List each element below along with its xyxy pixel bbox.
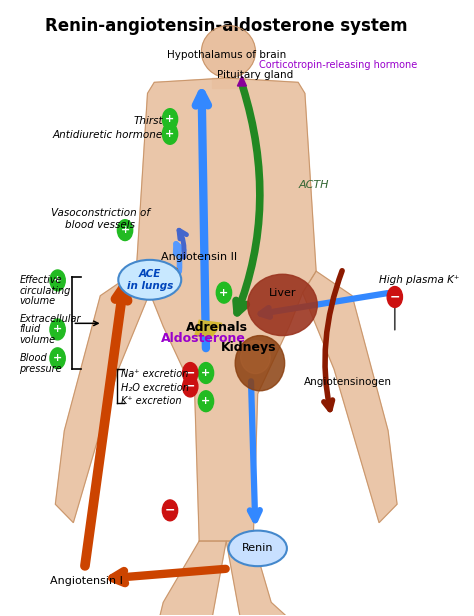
Text: +: + [201, 396, 210, 406]
Ellipse shape [247, 274, 317, 336]
Text: −: − [185, 380, 195, 393]
Ellipse shape [118, 260, 181, 300]
Text: Na⁺ excretion: Na⁺ excretion [120, 369, 188, 379]
Text: Blood: Blood [19, 354, 47, 363]
Polygon shape [302, 271, 397, 522]
Text: +: + [53, 354, 62, 363]
Circle shape [50, 270, 65, 291]
Circle shape [216, 282, 232, 303]
Text: +: + [53, 325, 62, 334]
Text: Corticotropin-releasing hormone: Corticotropin-releasing hormone [259, 60, 418, 70]
Text: circulating: circulating [19, 286, 71, 296]
Ellipse shape [241, 341, 270, 374]
Text: Renin: Renin [242, 543, 273, 553]
Text: ACE
in lungs: ACE in lungs [127, 269, 173, 291]
Text: +: + [165, 114, 174, 124]
Text: Pituitary gland: Pituitary gland [217, 70, 293, 80]
Circle shape [118, 220, 133, 240]
Circle shape [198, 391, 214, 411]
Text: −: − [185, 367, 195, 379]
Text: Angiotensin II: Angiotensin II [161, 252, 237, 262]
Circle shape [163, 108, 178, 129]
Text: +: + [219, 288, 228, 298]
Polygon shape [55, 271, 150, 522]
Ellipse shape [228, 530, 287, 566]
Circle shape [198, 363, 214, 383]
Text: Renin-angiotensin-aldosterone system: Renin-angiotensin-aldosterone system [45, 17, 408, 34]
Text: Antidiuretic hormone: Antidiuretic hormone [53, 130, 163, 140]
Text: +: + [165, 129, 174, 139]
Text: Adrenals: Adrenals [186, 321, 248, 334]
Text: Aldosterone: Aldosterone [161, 332, 246, 345]
Circle shape [163, 123, 178, 144]
Circle shape [163, 500, 178, 521]
Circle shape [182, 363, 198, 383]
Text: K⁺ excretion: K⁺ excretion [120, 396, 181, 406]
Polygon shape [226, 541, 298, 616]
Text: volume: volume [19, 335, 55, 345]
Ellipse shape [235, 336, 285, 391]
Polygon shape [212, 78, 245, 89]
Text: Liver: Liver [269, 288, 296, 298]
Text: Effective: Effective [19, 275, 62, 285]
Polygon shape [154, 541, 226, 616]
Text: +: + [53, 275, 62, 285]
Text: Hypothalamus of brain: Hypothalamus of brain [166, 50, 286, 60]
Text: volume: volume [19, 296, 55, 306]
Polygon shape [137, 78, 316, 541]
Text: H₂O excretion: H₂O excretion [120, 383, 188, 393]
Circle shape [387, 286, 402, 307]
Text: −: − [390, 291, 400, 304]
Text: Vasoconstriction of
blood vessels: Vasoconstriction of blood vessels [51, 208, 150, 230]
Circle shape [50, 348, 65, 369]
Text: ACTH: ACTH [298, 180, 328, 190]
Text: +: + [120, 225, 130, 235]
Text: pressure: pressure [19, 363, 62, 374]
Ellipse shape [201, 26, 255, 78]
Polygon shape [195, 320, 222, 336]
Circle shape [182, 376, 198, 397]
Text: High plasma K⁺: High plasma K⁺ [379, 275, 459, 285]
Text: fluid: fluid [19, 325, 41, 334]
Text: Angiotensin I: Angiotensin I [50, 576, 123, 586]
Text: Extracellular: Extracellular [19, 314, 81, 324]
Text: +: + [201, 368, 210, 378]
Text: Angiotensinogen: Angiotensinogen [304, 376, 392, 387]
Polygon shape [237, 76, 246, 86]
Circle shape [50, 319, 65, 340]
Text: Kidneys: Kidneys [221, 341, 276, 354]
Text: −: − [165, 504, 175, 517]
Text: Thirst: Thirst [134, 116, 163, 126]
